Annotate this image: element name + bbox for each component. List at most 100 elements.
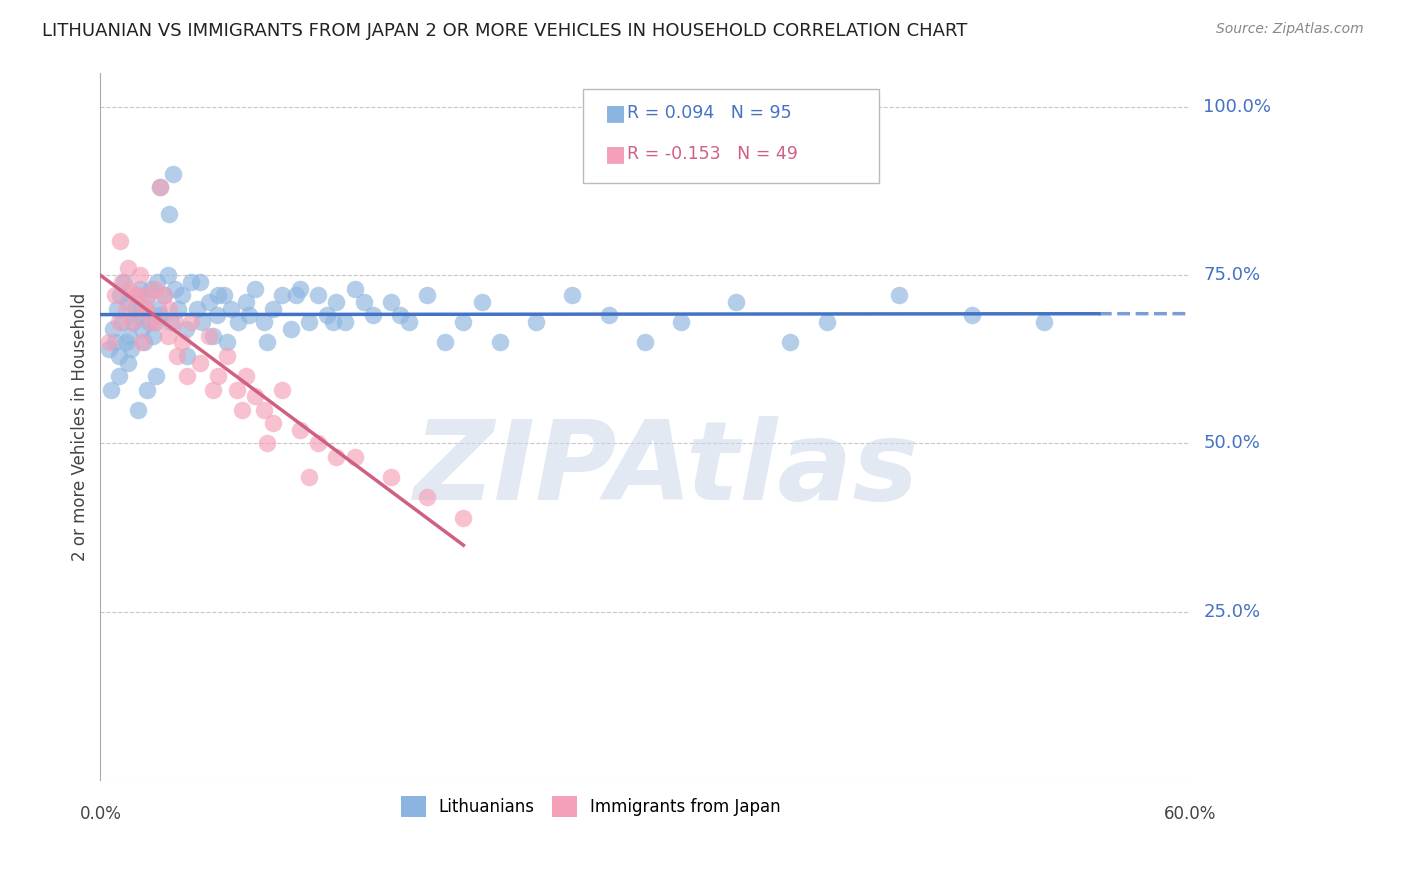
Point	[135, 301, 157, 316]
Point	[131, 322, 153, 336]
Point	[343, 281, 366, 295]
Point	[124, 288, 146, 302]
Text: Source: ZipAtlas.com: Source: ZipAtlas.com	[1216, 22, 1364, 37]
Point	[225, 383, 247, 397]
Point	[285, 288, 308, 302]
Point	[163, 315, 186, 329]
Point	[361, 309, 384, 323]
Point	[180, 315, 202, 329]
Point	[101, 322, 124, 336]
Point	[132, 335, 155, 350]
Point	[156, 268, 179, 282]
Text: ■: ■	[605, 145, 626, 164]
Point	[561, 288, 583, 302]
Point	[148, 315, 170, 329]
Point	[105, 301, 128, 316]
Point	[298, 470, 321, 484]
Point	[149, 180, 172, 194]
Point	[180, 275, 202, 289]
Point	[122, 315, 145, 329]
Point	[724, 295, 747, 310]
Point	[219, 301, 242, 316]
Point	[125, 288, 148, 302]
Point	[453, 315, 475, 329]
Point	[262, 417, 284, 431]
Point	[256, 335, 278, 350]
Point	[198, 295, 221, 310]
Point	[243, 389, 266, 403]
Point	[145, 275, 167, 289]
Point	[124, 301, 146, 316]
Point	[671, 315, 693, 329]
Point	[117, 261, 139, 276]
Point	[176, 349, 198, 363]
Point	[416, 288, 439, 302]
Point	[112, 275, 135, 289]
Point	[162, 167, 184, 181]
Point	[322, 315, 344, 329]
Point	[110, 235, 132, 249]
Point	[167, 301, 190, 316]
Point	[262, 301, 284, 316]
Legend: Lithuanians, Immigrants from Japan: Lithuanians, Immigrants from Japan	[392, 788, 789, 825]
Text: 0.0%: 0.0%	[79, 805, 121, 823]
Text: 100.0%: 100.0%	[1204, 97, 1271, 116]
Point	[434, 335, 457, 350]
Point	[174, 322, 197, 336]
Point	[170, 335, 193, 350]
Point	[153, 288, 176, 302]
Point	[136, 288, 159, 302]
Point	[111, 315, 134, 329]
Point	[186, 301, 208, 316]
Point	[270, 383, 292, 397]
Text: R = -0.153   N = 49: R = -0.153 N = 49	[627, 145, 799, 163]
Point	[270, 288, 292, 302]
Point	[170, 288, 193, 302]
Point	[779, 335, 801, 350]
Point	[108, 369, 131, 384]
Point	[131, 335, 153, 350]
Point	[120, 342, 142, 356]
Point	[163, 281, 186, 295]
Point	[201, 328, 224, 343]
Point	[353, 295, 375, 310]
Point	[488, 335, 510, 350]
Point	[453, 510, 475, 524]
Point	[129, 281, 152, 295]
Point	[235, 369, 257, 384]
Point	[142, 328, 165, 343]
Text: 75.0%: 75.0%	[1204, 266, 1261, 284]
Point	[118, 328, 141, 343]
Point	[238, 309, 260, 323]
Point	[98, 335, 121, 350]
Point	[149, 309, 172, 323]
Point	[205, 309, 228, 323]
Point	[471, 295, 494, 310]
Point	[201, 383, 224, 397]
Point	[132, 301, 155, 316]
Point	[307, 288, 329, 302]
Point	[104, 335, 127, 350]
Point	[143, 315, 166, 329]
Point	[388, 309, 411, 323]
Text: 60.0%: 60.0%	[1163, 805, 1216, 823]
Point	[228, 315, 250, 329]
Point	[118, 281, 141, 295]
Point	[166, 349, 188, 363]
Point	[111, 275, 134, 289]
Point	[127, 402, 149, 417]
Point	[243, 281, 266, 295]
Point	[98, 342, 121, 356]
Point	[335, 315, 357, 329]
Point	[960, 309, 983, 323]
Point	[815, 315, 838, 329]
Point	[253, 402, 276, 417]
Text: ZIPAtlas: ZIPAtlas	[413, 416, 920, 523]
Point	[104, 288, 127, 302]
Point	[235, 295, 257, 310]
Point	[114, 301, 136, 316]
Point	[117, 295, 139, 310]
Point	[143, 281, 166, 295]
Point	[198, 328, 221, 343]
Point	[887, 288, 910, 302]
